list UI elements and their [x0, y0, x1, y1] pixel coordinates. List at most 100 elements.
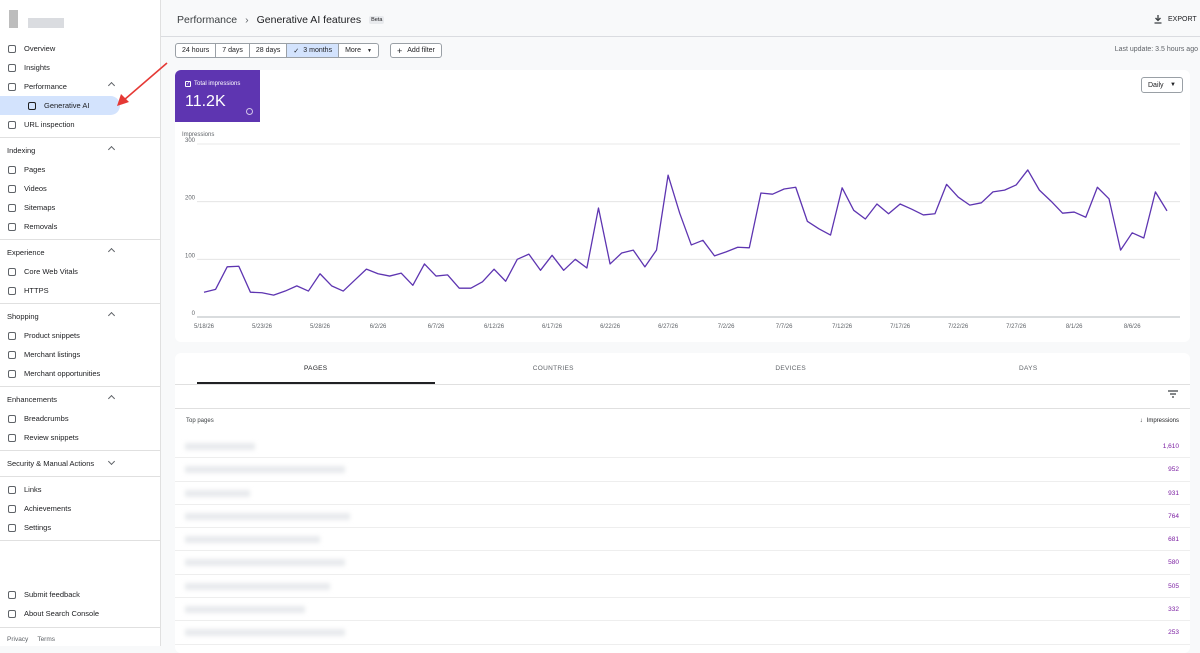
impressions-cell: 681 [1168, 536, 1179, 544]
date-range-button[interactable]: More ▼ [339, 43, 379, 58]
x-tick-label: 6/27/26 [658, 324, 679, 330]
nav-icon [8, 267, 16, 276]
date-range-label: 3 months [303, 47, 333, 54]
y-tick-label: 0 [192, 311, 196, 317]
nav-item[interactable]: Settings [0, 518, 160, 537]
toolbar-divider [175, 408, 1190, 409]
nav-item[interactable]: Breadcrumbs [0, 409, 160, 428]
table-row[interactable]: 764 [175, 505, 1190, 529]
y-tick-label: 300 [185, 138, 196, 144]
x-tick-label: 6/7/26 [428, 324, 445, 330]
annotation-arrow [117, 62, 168, 106]
column-header-label: Impressions [1146, 418, 1179, 424]
nav-item[interactable]: Links [0, 480, 160, 499]
export-button[interactable]: EXPORT [1154, 15, 1197, 24]
tab[interactable]: PAGES [304, 365, 328, 372]
nav-item[interactable]: Insights [0, 58, 160, 77]
x-tick-label: 7/2/26 [718, 324, 735, 330]
nav-icon [8, 63, 16, 72]
nav-item[interactable]: Overview [0, 39, 160, 58]
table-row[interactable]: 580 [175, 551, 1190, 575]
page-url-blur [185, 489, 250, 497]
nav-icon [8, 350, 16, 359]
nav-item[interactable]: Sitemaps [0, 198, 160, 217]
page-url-blur [185, 443, 255, 450]
nav-heading[interactable]: Enhancements [0, 390, 160, 409]
nav-item[interactable]: Pages [0, 160, 160, 179]
nav-label: Achievements [24, 504, 72, 513]
footer-link[interactable]: Terms [37, 636, 56, 643]
table-row[interactable]: 952 [175, 458, 1190, 482]
metric-card[interactable]: ✓ Total impressions 11.2K [175, 70, 260, 122]
nav-item[interactable]: Achievements [0, 499, 160, 518]
badge: Beta [369, 16, 385, 24]
x-tick-label: 7/22/26 [948, 324, 969, 330]
nav-item[interactable]: About Search Console [0, 604, 160, 623]
nav-item[interactable]: Removals [0, 217, 160, 236]
impressions-cell: 764 [1168, 512, 1179, 520]
add-filter-label: Add filter [407, 47, 435, 54]
date-range-group: 24 hours 7 days 28 days ✓ 3 months More ▼ [175, 43, 379, 58]
nav-icon [8, 331, 16, 340]
chevron [107, 311, 116, 320]
x-tick-label: 5/28/26 [310, 324, 331, 330]
footer-link[interactable]: Privacy [7, 636, 29, 643]
tab[interactable]: COUNTRIES [532, 365, 574, 372]
filter-icon[interactable] [1168, 390, 1178, 398]
table-row[interactable]: 931 [175, 482, 1190, 505]
nav-item[interactable]: Generative AI [0, 96, 120, 115]
nav-item[interactable]: Core Web Vitals [0, 262, 160, 281]
nav-heading[interactable]: Security & Manual Actions [0, 454, 160, 473]
x-tick-label: 6/12/26 [484, 324, 505, 330]
page-url-blur [185, 559, 345, 567]
table-row[interactable]: 505 [175, 575, 1190, 599]
date-range-button[interactable]: 28 days [249, 43, 288, 58]
nav-item[interactable]: Submit feedback [0, 585, 160, 604]
page-url-blur [185, 536, 320, 544]
tab[interactable]: DEVICES [775, 365, 807, 372]
granularity-select[interactable]: Daily ▼ [1141, 77, 1183, 93]
nav-heading[interactable]: Indexing [0, 141, 160, 160]
nav-label: Submit feedback [24, 590, 80, 599]
nav-item[interactable]: HTTPS [0, 281, 160, 300]
impressions-cell: 1,610 [1162, 443, 1179, 450]
date-range-button[interactable]: ✓ 3 months [287, 43, 340, 58]
nav-group: Shopping Product snippets Merchant listing… [0, 304, 160, 387]
nav-item[interactable]: Videos [0, 179, 160, 198]
nav-heading[interactable]: Shopping [0, 307, 160, 326]
chevron [107, 247, 116, 256]
table-row[interactable]: 332 [175, 598, 1190, 622]
date-range-button[interactable]: 7 days [216, 43, 250, 58]
nav-item[interactable]: Performance [0, 77, 160, 96]
table-row[interactable]: 681 [175, 528, 1190, 552]
x-tick-label: 5/23/26 [252, 324, 273, 330]
add-filter[interactable]: + Add filter [390, 43, 442, 58]
tab[interactable]: DAYS [1019, 365, 1038, 372]
nav-item[interactable]: Review snippets [0, 428, 160, 447]
nav-label: Settings [24, 523, 52, 532]
date-range-label: 7 days [222, 47, 243, 54]
nav-icon [8, 286, 16, 295]
date-range-button[interactable]: 24 hours [175, 43, 217, 58]
x-tick-label: 6/17/26 [542, 324, 563, 330]
nav-heading[interactable]: Experience [0, 243, 160, 262]
help-icon[interactable] [246, 108, 253, 115]
export-label: EXPORT [1168, 16, 1197, 23]
nav-icon [8, 414, 16, 423]
column-header[interactable]: ↓ Impressions [1140, 418, 1179, 424]
table-row[interactable]: 1,610 [175, 435, 1190, 459]
nav-icon [8, 120, 16, 129]
nav-group: Security & Manual Actions [0, 451, 160, 477]
chevron [107, 145, 116, 154]
date-range-label: 28 days [255, 47, 281, 54]
metric-toggle: ✓ Total impressions [185, 81, 240, 87]
breadcrumb: Performance › Generative AI features Bet… [177, 14, 385, 26]
nav-item[interactable]: URL inspection [0, 115, 160, 134]
table-row[interactable]: 253 [175, 621, 1190, 645]
breadcrumb-link[interactable]: Performance [177, 14, 238, 26]
nav-item[interactable]: Merchant listings [0, 345, 160, 364]
nav-item[interactable]: Merchant opportunities [0, 364, 160, 383]
nav-heading-label: Enhancements [7, 395, 58, 404]
nav-item[interactable]: Product snippets [0, 326, 160, 345]
nav-icon [8, 203, 16, 212]
